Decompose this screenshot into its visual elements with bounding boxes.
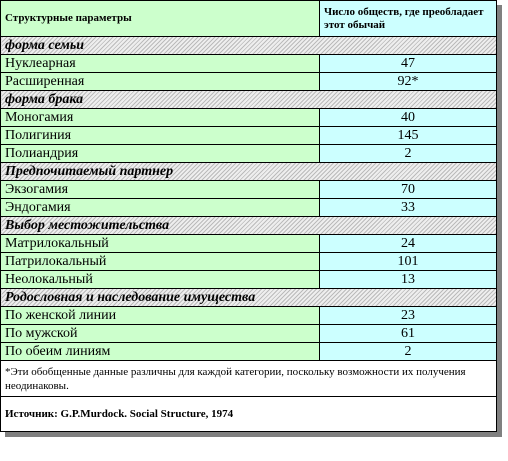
data-row: Полиандрия 2 [0, 144, 497, 163]
data-row: Неолокальный 13 [0, 270, 497, 289]
parameter-cell: Патрилокальный [0, 252, 320, 271]
value-cell: 145 [319, 126, 497, 145]
data-row: Полигиния 145 [0, 126, 497, 145]
value-cell: 13 [319, 270, 497, 289]
data-row: Моногамия 40 [0, 108, 497, 127]
parameter-cell: Моногамия [0, 108, 320, 127]
value-cell: 24 [319, 234, 497, 253]
data-row: Экзогамия 70 [0, 180, 497, 199]
source: Источник: G.P.Murdock. Social Structure,… [0, 396, 497, 432]
section-row: форма брака [0, 90, 497, 109]
header-cell: Структурные параметры [0, 0, 320, 37]
value-cell: 33 [319, 198, 497, 217]
data-row: По мужской 61 [0, 324, 497, 343]
footnote: *Эти обобщенные данные различны для кажд… [0, 360, 497, 397]
data-row: Матрилокальный 24 [0, 234, 497, 253]
data-row: По обеим линиям 2 [0, 342, 497, 361]
section-row: форма семьи [0, 36, 497, 55]
data-row: Расширенная 92* [0, 72, 497, 91]
section-row: Родословная и наследование имущества [0, 288, 497, 307]
data-row: По женской линии 23 [0, 306, 497, 325]
parameter-cell: Неолокальный [0, 270, 320, 289]
section-row: Выбор местожительства [0, 216, 497, 235]
parameter-cell: Эндогамия [0, 198, 320, 217]
parameter-cell: Матрилокальный [0, 234, 320, 253]
section-title: Выбор местожительства [0, 216, 497, 235]
parameter-cell: Нуклеарная [0, 54, 320, 73]
data-row: Нуклеарная 47 [0, 54, 497, 73]
source-row: Источник: G.P.Murdock. Social Structure,… [0, 396, 497, 432]
value-cell: 70 [319, 180, 497, 199]
table-container: Структурные параметры Число обществ, где … [0, 0, 497, 432]
parameter-cell: Полигиния [0, 126, 320, 145]
value-cell: 92* [319, 72, 497, 91]
parameter-cell: По обеим линиям [0, 342, 320, 361]
value-cell: 40 [319, 108, 497, 127]
value-cell: 2 [319, 342, 497, 361]
section-title: форма семьи [0, 36, 497, 55]
parameter-cell: По мужской [0, 324, 320, 343]
parameter-cell: По женской линии [0, 306, 320, 325]
data-table: Структурные параметры Число обществ, где … [0, 0, 497, 432]
value-cell: 101 [319, 252, 497, 271]
value-cell: 61 [319, 324, 497, 343]
footnote-row: *Эти обобщенные данные различны для кажд… [0, 360, 497, 397]
section-title: Родословная и наследование имущества [0, 288, 497, 307]
value-cell: 23 [319, 306, 497, 325]
data-row: Патрилокальный 101 [0, 252, 497, 271]
section-title: Предпочитаемый партнер [0, 162, 497, 181]
parameter-cell: Экзогамия [0, 180, 320, 199]
section-title: форма брака [0, 90, 497, 109]
value-cell: 2 [319, 144, 497, 163]
data-row: Эндогамия 33 [0, 198, 497, 217]
header-cell: Число обществ, где преобладает этот обыч… [319, 0, 497, 37]
parameter-cell: Полиандрия [0, 144, 320, 163]
value-cell: 47 [319, 54, 497, 73]
header-row: Структурные параметры Число обществ, где … [0, 0, 497, 37]
parameter-cell: Расширенная [0, 72, 320, 91]
section-row: Предпочитаемый партнер [0, 162, 497, 181]
